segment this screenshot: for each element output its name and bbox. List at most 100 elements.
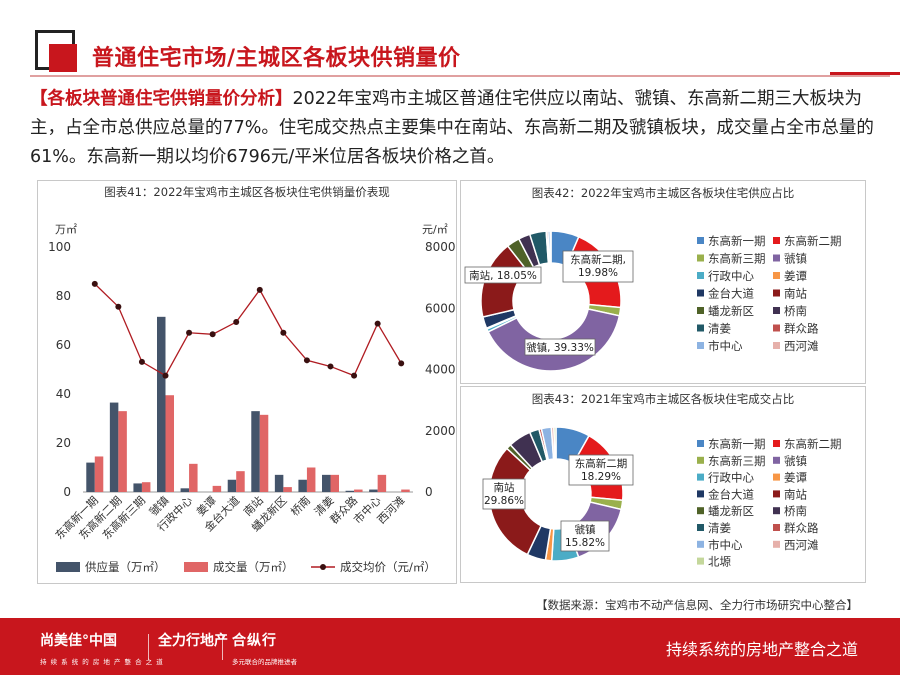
chart42-legend-swatch: [773, 272, 780, 279]
chart41-price-point: [327, 363, 334, 370]
chart43-legend-label: 西河滩: [784, 538, 819, 552]
chart41-bar-transaction: [354, 489, 363, 492]
chart42-slice: [549, 230, 552, 264]
chart41-bar-supply: [227, 479, 237, 492]
chart41-bar-supply: [345, 490, 355, 492]
chart41-bar-transaction: [401, 489, 410, 492]
chart41-price-point: [91, 280, 98, 287]
chart42-legend-swatch: [697, 289, 704, 297]
chart43-legend-swatch: [773, 507, 780, 515]
chart42-legend-swatch: [697, 237, 704, 244]
chart41-legend-transaction-swatch: [184, 562, 208, 572]
chart43-callout-label: 虢镇: [575, 523, 596, 536]
chart41-price-point: [115, 303, 122, 310]
chart43-legend-swatch: [773, 524, 780, 531]
chart43-legend-swatch: [773, 540, 780, 548]
chart43-legend-label: 蟠龙新区: [708, 504, 754, 518]
chart43-callout-box: [560, 520, 610, 552]
chart41-bar-supply: [322, 474, 331, 492]
chart41-bar-transaction: [377, 474, 387, 492]
chart43-legend-swatch: [697, 507, 704, 515]
footer-bar: 尚美佳°中国 持 续 系 统 的 房 地 产 整 合 之 道 全力行地产 合纵行…: [0, 618, 900, 675]
chart42-legend-label: 姜谭: [784, 269, 807, 283]
chart42-legend-swatch: [773, 324, 780, 332]
chart43-legend-label: 姜谭: [784, 471, 807, 485]
chart42-legend-swatch: [773, 254, 780, 262]
chart41-bar-transaction: [118, 411, 127, 492]
chart42-title: 图表42：2022年宝鸡市主城区各板块住宅供应占比: [531, 186, 795, 200]
chart41-panel: 图表41：2022年宝鸡市主城区各板块住宅供销量价表现 万㎡ 元/㎡ 0 20 40 60…: [37, 180, 457, 584]
chart43-slice: [553, 426, 557, 460]
chart41-left-tick: 100: [48, 240, 71, 254]
intro-paragraph: 【各板块普通住宅供销量价分析】2022年宝鸡市主城区普通住宅供应以南站、虢镇、东…: [30, 85, 880, 172]
chart41-price-point: [256, 286, 263, 293]
footer-brand-shangmeijia: 尚美佳°中国: [40, 633, 117, 649]
chart41-price-point: [303, 357, 310, 364]
chart41-price-point: [351, 372, 358, 379]
chart43-legend-label: 虢镇: [784, 454, 807, 468]
chart41-legend-supply-label: 供应量（万㎡）: [85, 560, 166, 574]
chart41-bar-transaction: [306, 467, 316, 492]
chart42-legend-swatch: [773, 237, 780, 244]
chart42-legend-swatch: [697, 342, 704, 349]
chart41-legend-transaction-label: 成交量（万㎡）: [213, 560, 294, 574]
chart41-bar-supply: [86, 462, 95, 492]
chart41-bar-transaction: [330, 474, 339, 492]
chart42-callout-label: 19.98%: [578, 267, 618, 279]
intro-text: 2022年宝鸡市主城区普通住宅供应以南站、虢镇、东高新二期三大板块为主，占全市总…: [30, 89, 874, 167]
chart41-bar-supply: [157, 316, 166, 492]
chart41-left-tick: 60: [56, 338, 71, 352]
chart41-right-tick: 2000: [425, 424, 456, 438]
chart43-legend-label: 东高新一期: [708, 437, 766, 451]
chart42-legend-label: 行政中心: [708, 269, 754, 283]
footer-brand-quanlixing: 全力行地产: [158, 633, 228, 649]
chart43-legend-label: 金台大道: [708, 487, 754, 501]
chart42-legend-label: 金台大道: [708, 287, 754, 301]
chart41-left-tick: 20: [56, 436, 71, 450]
chart43-legend-label: 市中心: [708, 538, 743, 552]
chart41-price-line: [94, 283, 402, 377]
chart43-legend-label: 东高新二期: [784, 437, 842, 451]
chart43-legend-swatch: [697, 524, 704, 531]
chart43-legend-swatch: [697, 490, 704, 498]
chart41-bar-transaction: [212, 485, 222, 492]
chart43-callout-box: [482, 478, 526, 510]
chart43-legend-label: 东高新三期: [708, 454, 766, 468]
chart42-legend-swatch: [773, 307, 780, 314]
chart43-legend-label: 南站: [784, 487, 807, 501]
chart41-legend-price-label: 成交均价（元/㎡）: [340, 560, 436, 574]
chart42-legend-label: 西河滩: [784, 339, 819, 353]
intro-highlight: 【各板块普通住宅供销量价分析】: [30, 89, 293, 109]
chart42-legend-swatch: [697, 254, 704, 262]
chart43-legend-label: 群众路: [784, 521, 819, 535]
chart43-legend-swatch: [697, 540, 704, 548]
chart42-panel: 图表42：2022年宝鸡市主城区各板块住宅供应占比 东高新一期 东高新二期 东高新三…: [460, 180, 866, 384]
chart42-callout-label: 虢镇, 39.33%: [526, 341, 594, 354]
chart41-price-point: [186, 329, 193, 336]
chart43-callout-label: 南站: [494, 481, 515, 494]
chart41-left-unit: 万㎡: [55, 223, 77, 236]
chart41-bar-transaction: [165, 395, 174, 492]
chart42-legend-label: 清姜: [708, 322, 731, 336]
chart43-legend-swatch: [697, 557, 704, 565]
chart43-legend-swatch: [697, 440, 704, 447]
chart42-legend-label: 东高新三期: [708, 252, 766, 266]
title-divider: [30, 75, 890, 77]
chart41-right-tick: 4000: [425, 363, 456, 377]
chart43-legend-label: 行政中心: [708, 471, 754, 485]
chart42-callout-box: [524, 338, 596, 356]
chart42-legend-label: 蟠龙新区: [708, 304, 754, 318]
chart41-svg: 万㎡ 元/㎡02040608010002000400060008000东高新一期东…: [48, 223, 456, 574]
page-title: 普通住宅市场/主城区各板块供销量价: [92, 46, 461, 71]
chart41-bar-supply: [298, 479, 307, 492]
chart42-legend-swatch: [697, 307, 704, 314]
chart41-right-tick: 6000: [425, 301, 456, 315]
chart42-legend-swatch: [697, 272, 704, 279]
chart43-legend-label: 桥南: [784, 504, 807, 518]
chart42-legend-label: 南站: [784, 287, 807, 301]
chart43-callout-box: [568, 454, 634, 486]
chart43-callout-label: 29.86%: [484, 495, 524, 507]
chart43-callout-label: 18.29%: [581, 471, 621, 483]
chart41-price-point: [233, 319, 240, 326]
header-logo-icon: [35, 30, 77, 72]
